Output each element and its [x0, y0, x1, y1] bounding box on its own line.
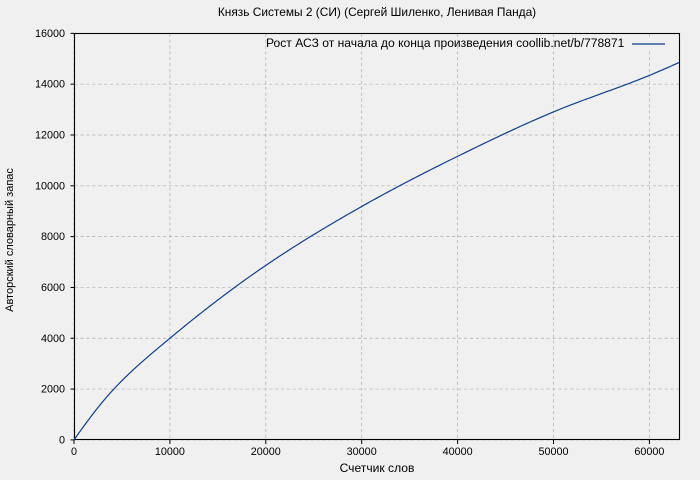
svg-text:10000: 10000	[35, 180, 65, 192]
svg-text:Счетчик слов: Счетчик слов	[340, 461, 415, 475]
svg-text:8000: 8000	[41, 231, 65, 243]
svg-text:14000: 14000	[35, 79, 65, 91]
svg-text:16000: 16000	[35, 28, 65, 40]
svg-text:0: 0	[71, 446, 77, 458]
svg-text:12000: 12000	[35, 129, 65, 141]
svg-text:Князь Системы 2 (СИ) (Сергей Ш: Князь Системы 2 (СИ) (Сергей Шиленко, Ле…	[218, 5, 536, 19]
svg-text:2000: 2000	[41, 384, 65, 396]
svg-text:0: 0	[59, 434, 65, 446]
svg-text:20000: 20000	[251, 446, 281, 458]
svg-text:30000: 30000	[347, 446, 377, 458]
svg-text:10000: 10000	[155, 446, 185, 458]
svg-text:40000: 40000	[443, 446, 473, 458]
svg-text:4000: 4000	[41, 333, 65, 345]
svg-text:6000: 6000	[41, 282, 65, 294]
svg-text:Рост АСЗ от начала до конца пр: Рост АСЗ от начала до конца произведения…	[266, 36, 625, 50]
svg-text:60000: 60000	[634, 446, 664, 458]
svg-text:50000: 50000	[538, 446, 568, 458]
svg-text:Авторский словарный запас: Авторский словарный запас	[4, 168, 16, 312]
